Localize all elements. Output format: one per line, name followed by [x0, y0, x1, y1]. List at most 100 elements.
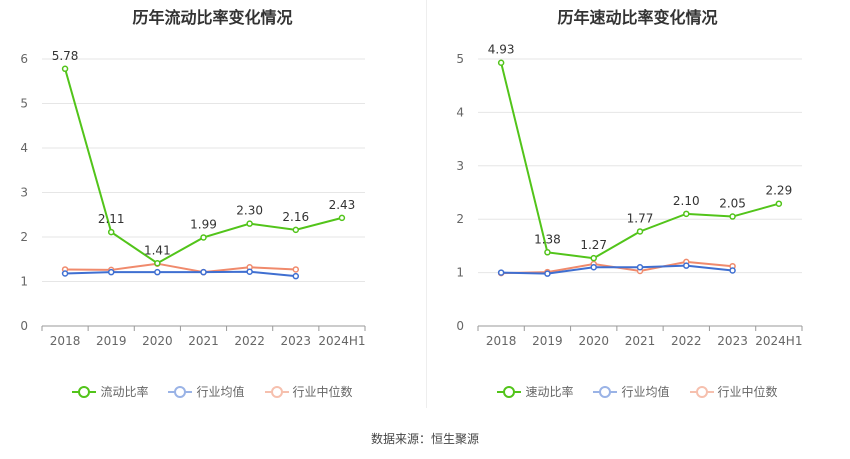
- panel-divider: [426, 0, 427, 408]
- y-tick-label: 5: [20, 97, 28, 111]
- legend-marker-icon: [497, 385, 522, 399]
- chart-title: 历年流动比率变化情况: [132, 8, 293, 27]
- x-tick-label: 2020: [142, 334, 173, 348]
- legend-item-series-1[interactable]: 流动比率: [72, 383, 148, 400]
- x-tick-label: 2018: [486, 334, 517, 348]
- data-point[interactable]: [246, 220, 253, 227]
- data-point[interactable]: [154, 260, 161, 267]
- legend-marker-icon: [168, 385, 193, 399]
- y-tick-label: 0: [20, 319, 28, 333]
- data-point[interactable]: [338, 214, 346, 222]
- data-point[interactable]: [292, 272, 300, 280]
- x-tick-label: 2023: [281, 334, 312, 348]
- data-point[interactable]: [154, 268, 161, 276]
- y-tick-label: 3: [456, 159, 464, 173]
- data-label: 4.93: [488, 43, 515, 57]
- current-ratio-plot: 0 1 2 3 4 5 6 2018 2019 2020 2021 2022 2023 2024H1 5.7…: [20, 49, 365, 348]
- data-label: 2.11: [98, 212, 125, 226]
- x-tick-label: 2024H1: [755, 334, 802, 348]
- data-point[interactable]: [200, 268, 207, 276]
- x-tick-label: 2018: [50, 334, 81, 348]
- x-tick-label: 2023: [717, 334, 748, 348]
- data-label: 1.99: [190, 217, 217, 231]
- legend-label: 行业中位数: [717, 385, 778, 399]
- y-tick-label: 6: [20, 52, 28, 66]
- y-tick-label: 4: [20, 141, 28, 155]
- data-point[interactable]: [544, 270, 551, 277]
- legend: 速动比率 行业均值 行业中位数: [425, 383, 850, 400]
- data-point[interactable]: [544, 249, 551, 256]
- legend-label: 流动比率: [100, 385, 149, 399]
- y-tick-label: 1: [456, 266, 464, 280]
- y-tick-label: 1: [20, 275, 28, 289]
- legend-label: 速动比率: [525, 385, 574, 399]
- legend-item-series-2[interactable]: 行业均值: [593, 383, 670, 400]
- data-point[interactable]: [775, 200, 783, 207]
- x-tick-label: 2022: [234, 334, 265, 348]
- data-point[interactable]: [683, 262, 690, 269]
- data-point[interactable]: [107, 228, 115, 236]
- x-tick-label: 2019: [532, 334, 563, 348]
- data-point[interactable]: [61, 270, 69, 277]
- data-label: 1.41: [144, 243, 171, 257]
- chart-title: 历年速动比率变化情况: [557, 8, 718, 27]
- data-point[interactable]: [200, 234, 207, 241]
- data-point[interactable]: [107, 268, 115, 276]
- x-tick-label: 2019: [96, 334, 127, 348]
- x-tick-label: 2024H1: [318, 334, 365, 348]
- quick-ratio-plot: 0 1 2 3 4 5 2018 2019 2020 2021 2022 2023 2024H1 4.93…: [456, 43, 803, 348]
- y-tick-label: 2: [456, 212, 464, 226]
- legend: 流动比率 行业均值 行业中位数: [0, 383, 425, 400]
- legend-item-series-3[interactable]: 行业中位数: [689, 383, 778, 400]
- data-source-note: 数据来源：恒生聚源: [370, 432, 479, 446]
- legend-marker-icon: [264, 385, 289, 399]
- data-label: 2.16: [282, 210, 309, 224]
- data-point[interactable]: [683, 210, 690, 218]
- x-tick-label: 2022: [671, 334, 702, 348]
- data-label: 2.29: [765, 184, 792, 198]
- quick-ratio-chart: 历年速动比率变化情况 0 1 2 3 4 5 2018 2019 2020 2021 2022 202…: [425, 0, 850, 420]
- series-line: [65, 262, 296, 274]
- series-line: [64, 68, 343, 265]
- data-label: 1.77: [627, 211, 654, 225]
- series-line: [501, 264, 733, 275]
- data-point[interactable]: [497, 269, 505, 276]
- data-label: 2.43: [329, 198, 356, 212]
- current-ratio-chart: 历年流动比率变化情况 0 1 2 3 4 5 6 2018 2019 2020 2021 2022 20…: [0, 0, 425, 420]
- data-point[interactable]: [497, 59, 505, 66]
- series-line: [65, 270, 296, 278]
- data-label: 2.10: [673, 194, 700, 208]
- y-tick-label: 0: [456, 319, 464, 333]
- data-point[interactable]: [636, 264, 644, 271]
- y-tick-label: 3: [20, 186, 28, 200]
- data-point[interactable]: [636, 228, 644, 235]
- y-tick-label: 5: [456, 52, 464, 66]
- y-tick-label: 4: [456, 105, 464, 119]
- data-point[interactable]: [729, 267, 736, 274]
- legend-marker-icon: [72, 385, 97, 399]
- data-point[interactable]: [590, 254, 597, 262]
- legend-item-series-2[interactable]: 行业均值: [168, 383, 245, 400]
- legend-item-series-1[interactable]: 速动比率: [497, 383, 573, 400]
- data-point[interactable]: [729, 213, 736, 220]
- data-label: 2.30: [236, 204, 263, 218]
- y-tick-label: 2: [20, 230, 28, 244]
- data-point[interactable]: [246, 268, 253, 275]
- legend-marker-icon: [689, 385, 714, 399]
- x-tick-label: 2020: [578, 334, 609, 348]
- legend-item-series-3[interactable]: 行业中位数: [264, 383, 353, 400]
- data-label: 5.78: [52, 49, 79, 63]
- data-label: 2.05: [719, 197, 746, 211]
- x-tick-label: 2021: [188, 334, 219, 348]
- legend-label: 行业均值: [196, 385, 245, 399]
- legend-label: 行业中位数: [292, 385, 353, 399]
- legend-label: 行业均值: [621, 385, 670, 399]
- data-point[interactable]: [61, 65, 69, 73]
- data-label: 1.38: [534, 232, 561, 246]
- data-label: 1.27: [580, 238, 607, 252]
- data-point[interactable]: [292, 226, 300, 234]
- data-point[interactable]: [590, 264, 597, 271]
- data-point[interactable]: [292, 266, 300, 273]
- x-tick-label: 2021: [625, 334, 656, 348]
- legend-marker-icon: [593, 385, 618, 399]
